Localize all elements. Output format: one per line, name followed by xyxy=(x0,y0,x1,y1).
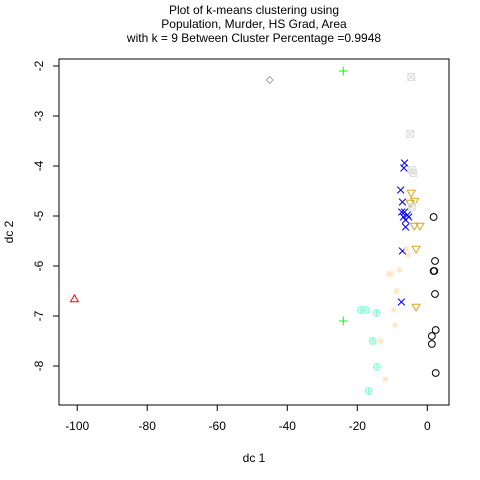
point-circle-0 xyxy=(429,213,438,221)
point-triangle-down-0 xyxy=(406,189,417,198)
point-plus-0 xyxy=(338,66,348,76)
point-asterisk-6 xyxy=(390,306,398,314)
point-diamond-0 xyxy=(265,75,274,85)
y-tick-label-3: -5 xyxy=(32,210,46,221)
y-tick-label-5: -3 xyxy=(32,110,46,121)
point-circle-plus-5 xyxy=(364,387,373,395)
point-triangle-up-0 xyxy=(69,294,80,303)
point-circle-6 xyxy=(427,332,436,340)
x-tick-label-4: -20 xyxy=(349,419,367,433)
point-triangle-down-6 xyxy=(411,303,421,312)
x-tick-label-5: 0 xyxy=(424,419,431,433)
point-asterisk-8 xyxy=(376,337,384,345)
point-circle-4 xyxy=(431,290,439,298)
point-square-x-4 xyxy=(407,203,416,211)
data-points xyxy=(69,66,440,395)
x-axis-label: dc 1 xyxy=(243,451,266,465)
point-circle-5 xyxy=(431,326,440,334)
point-asterisk-4 xyxy=(385,270,393,278)
point-x-2 xyxy=(396,186,405,194)
point-asterisk-1 xyxy=(404,251,412,259)
point-x-4 xyxy=(397,208,406,216)
y-tick-label-4: -4 xyxy=(32,160,46,171)
point-circle-plus-4 xyxy=(372,363,381,371)
point-circle-plus-3 xyxy=(368,337,377,345)
point-x-1 xyxy=(400,164,408,172)
point-asterisk-9 xyxy=(381,375,389,383)
point-triangle-down-4 xyxy=(415,222,425,231)
plot-area-frame xyxy=(58,58,450,406)
chart-title-line-3: with k = 9 Between Cluster Percentage =0… xyxy=(126,31,381,45)
point-circle-3 xyxy=(431,257,439,265)
chart-title-line-2: Population, Murder, HS Grad, Area xyxy=(161,17,347,31)
point-triangle-down-5 xyxy=(411,245,421,254)
y-tick-label-1: -7 xyxy=(32,310,46,321)
x-tick-label-0: -100 xyxy=(65,419,89,433)
x-tick-label-2: -60 xyxy=(209,419,227,433)
point-asterisk-7 xyxy=(391,321,399,329)
point-square-x-3 xyxy=(407,166,416,174)
point-triangle-down-3 xyxy=(409,222,420,231)
chart-title-line-1: Plot of k-means clustering using xyxy=(169,3,339,17)
y-axis: -8 -7 -6 -5 -4 -3 -2 xyxy=(32,60,59,371)
point-circle-7 xyxy=(427,340,436,348)
point-x-10 xyxy=(401,223,410,231)
y-axis-label: dc 2 xyxy=(2,220,16,243)
point-x-3 xyxy=(398,198,407,206)
y-tick-label-0: -8 xyxy=(32,360,46,371)
y-tick-label-6: -2 xyxy=(32,60,46,71)
x-tick-label-1: -80 xyxy=(139,419,157,433)
point-circle-plus-1 xyxy=(362,306,370,314)
point-plus-1 xyxy=(338,316,348,326)
y-tick-label-2: -6 xyxy=(32,260,46,271)
point-x-9 xyxy=(401,216,410,224)
point-circle-8 xyxy=(431,369,440,377)
point-asterisk-5 xyxy=(393,287,400,295)
point-triangle-down-2 xyxy=(409,197,420,206)
x-axis: -100 -80 -60 -40 -20 0 xyxy=(65,405,431,433)
point-circle-2 xyxy=(430,267,439,275)
point-x-12 xyxy=(397,298,406,306)
point-square-x-0 xyxy=(407,73,416,81)
x-tick-label-3: -40 xyxy=(279,419,297,433)
point-square-x-1 xyxy=(406,130,415,138)
point-asterisk-0 xyxy=(402,245,410,253)
point-circle-plus-2 xyxy=(372,309,381,317)
point-asterisk-2 xyxy=(395,266,403,274)
